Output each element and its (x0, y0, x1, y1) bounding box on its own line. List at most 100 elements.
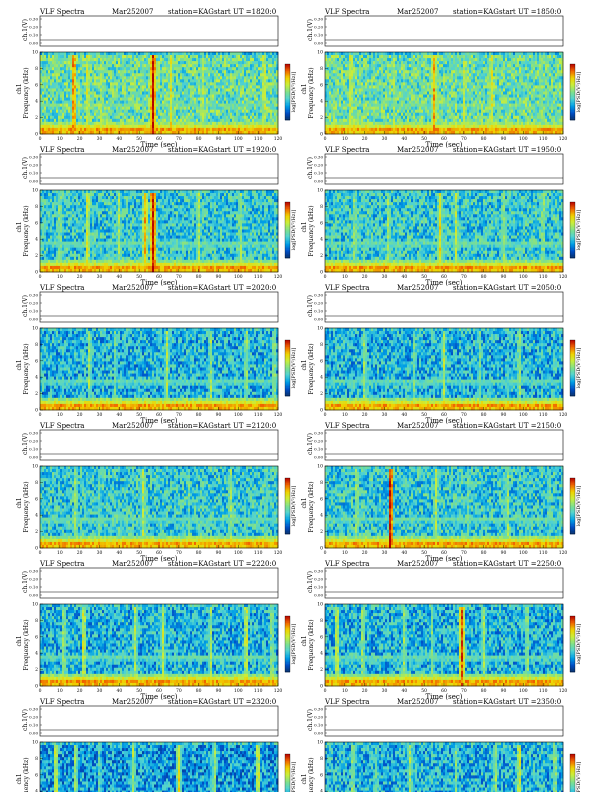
panel-station: station=KAG (453, 422, 499, 430)
spectrogram-heatmap (40, 742, 278, 792)
xtick-label: 100 (519, 412, 528, 418)
xtick-label: 100 (234, 688, 243, 694)
xtick-label: 80 (481, 412, 487, 418)
panel-date: Mar252007 (112, 422, 153, 430)
xtick-label: 10 (57, 412, 63, 418)
waveform-ylabel: ch.1(V) (307, 571, 314, 593)
ytick-label: 8 (320, 756, 323, 762)
xtick-label: 120 (559, 136, 568, 142)
channel-label: ch1 (16, 221, 23, 232)
ytick-label: 2 (35, 115, 38, 121)
ytick-label: 6 (320, 634, 323, 640)
waveform-ylabel: ch.1(V) (307, 295, 314, 317)
panel-station: station=KAG (168, 146, 214, 154)
panel-date: Mar252007 (397, 560, 438, 568)
waveform-ytick-label: 0.00 (29, 731, 38, 736)
ytick-label: 2 (320, 667, 323, 673)
colorbar-label: log[PSD(V²/Hz)] (575, 348, 582, 389)
panel-station: station=KAG (453, 284, 499, 292)
panel-date: Mar252007 (397, 8, 438, 16)
channel-label: ch1 (301, 635, 308, 646)
panel-station: station=KAG (453, 146, 499, 154)
panel-title: VLF Spectra (39, 422, 84, 430)
colorbar (570, 64, 575, 120)
waveform-ytick-label: 0.10 (29, 33, 38, 38)
waveform-ytick-label: 0.10 (29, 585, 38, 590)
waveform-ytick-label: 0.30 (314, 155, 323, 160)
waveform-ylabel: ch.1(V) (22, 571, 29, 593)
ytick-label: 10 (317, 188, 323, 194)
xtick-label: 20 (77, 688, 83, 694)
spectrogram-heatmap (325, 742, 563, 792)
xtick-label: 20 (362, 688, 368, 694)
xtick-label: 40 (401, 412, 407, 418)
ytick-label: 8 (35, 342, 38, 348)
panel-date: Mar252007 (112, 698, 153, 706)
xtick-label: 0 (39, 688, 42, 694)
spectrogram-heatmap (40, 604, 278, 686)
panel-start-time: start UT =2320:0 (214, 698, 276, 706)
y-axis-label: Frequency (kHz) (308, 67, 315, 118)
spectrogram-heatmap (325, 466, 563, 548)
waveform-axes (325, 430, 563, 460)
channel-label: ch1 (16, 497, 23, 508)
xtick-label: 120 (274, 274, 283, 280)
xtick-label: 90 (501, 136, 507, 142)
spectrogram-panel: VLF Spectra Mar252007 station=KAG start UT … (16, 8, 297, 149)
panel-station: station=KAG (453, 560, 499, 568)
y-axis-label: Frequency (kHz) (308, 619, 315, 670)
y-axis-label: Frequency (kHz) (308, 343, 315, 394)
spectrogram-heatmap (325, 604, 563, 686)
spectrogram-panel: VLF Spectra Mar252007 station=KAG start UT … (301, 560, 582, 701)
ytick-label: 8 (35, 480, 38, 486)
xtick-label: 0 (324, 412, 327, 418)
xtick-label: 30 (382, 136, 388, 142)
xtick-label: 80 (196, 412, 202, 418)
xtick-label: 10 (57, 688, 63, 694)
xtick-label: 10 (342, 688, 348, 694)
xtick-label: 40 (401, 274, 407, 280)
spectrogram-heatmap (325, 52, 563, 134)
ytick-label: 4 (35, 651, 38, 657)
waveform-ytick-label: 0.10 (29, 447, 38, 452)
spectrogram-panel: VLF Spectra Mar252007 station=KAG start UT … (301, 284, 582, 425)
xtick-label: 20 (77, 550, 83, 556)
y-axis-label: Frequency (kHz) (23, 619, 30, 670)
xtick-label: 110 (254, 274, 263, 280)
channel-label: ch1 (16, 773, 23, 784)
panel-title: VLF Spectra (324, 8, 369, 16)
xtick-label: 90 (501, 412, 507, 418)
ytick-label: 2 (35, 253, 38, 259)
colorbar-label: log[PSD(V²/Hz)] (575, 624, 582, 665)
xtick-label: 40 (401, 550, 407, 556)
waveform-ylabel: ch.1(V) (22, 19, 29, 41)
colorbar-label: log[PSD(V²/Hz)] (290, 762, 297, 792)
ytick-label: 8 (35, 204, 38, 210)
xtick-label: 100 (519, 274, 528, 280)
xtick-label: 30 (382, 412, 388, 418)
panel-date: Mar252007 (397, 698, 438, 706)
xtick-label: 110 (539, 688, 548, 694)
xtick-label: 30 (382, 688, 388, 694)
waveform-ytick-label: 0.00 (29, 317, 38, 322)
waveform-ytick-label: 0.00 (314, 179, 323, 184)
xtick-label: 40 (401, 136, 407, 142)
ytick-label: 8 (320, 618, 323, 624)
colorbar-label: log[PSD(V²/Hz)] (575, 72, 582, 113)
ytick-label: 6 (320, 496, 323, 502)
waveform-ytick-label: 0.20 (314, 25, 323, 30)
ytick-label: 8 (35, 618, 38, 624)
ytick-label: 6 (320, 358, 323, 364)
ytick-label: 6 (320, 220, 323, 226)
xtick-label: 100 (234, 550, 243, 556)
waveform-ytick-label: 0.20 (29, 577, 38, 582)
waveform-axes (325, 154, 563, 184)
ytick-label: 10 (32, 602, 38, 608)
xtick-label: 110 (254, 136, 263, 142)
xtick-label: 10 (57, 274, 63, 280)
colorbar-label: log[PSD(V²/Hz)] (290, 624, 297, 665)
waveform-ytick-label: 0.20 (29, 301, 38, 306)
waveform-ytick-label: 0.30 (29, 569, 38, 574)
panel-start-time: start UT =2050:0 (499, 284, 561, 292)
xtick-label: 100 (519, 550, 528, 556)
